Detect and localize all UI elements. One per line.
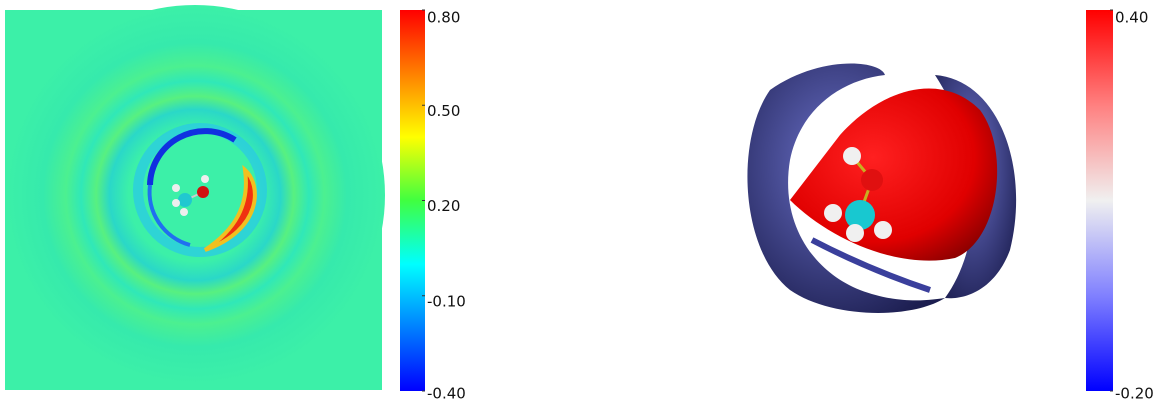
- slice-scene: [5, 5, 385, 390]
- colorbar-tick-label: 0.50: [427, 102, 460, 120]
- colorbar-tick-label: -0.20: [1115, 385, 1154, 403]
- colorbar: [1086, 10, 1113, 391]
- colorbar-tick-label: 0.20: [427, 197, 460, 215]
- colorbar-tick-label: -0.10: [427, 292, 466, 310]
- colorbar-tick-label: 0.40: [1115, 9, 1148, 27]
- colorbar-tick-label: -0.40: [427, 385, 466, 403]
- colorbar: [400, 10, 425, 391]
- colorbar-tick-label: 0.80: [427, 9, 460, 27]
- isosurface-scene: [747, 64, 1016, 313]
- figure: 0.80 0.50 0.20 -0.10 -0.40 0.40 -0.20: [0, 0, 1157, 403]
